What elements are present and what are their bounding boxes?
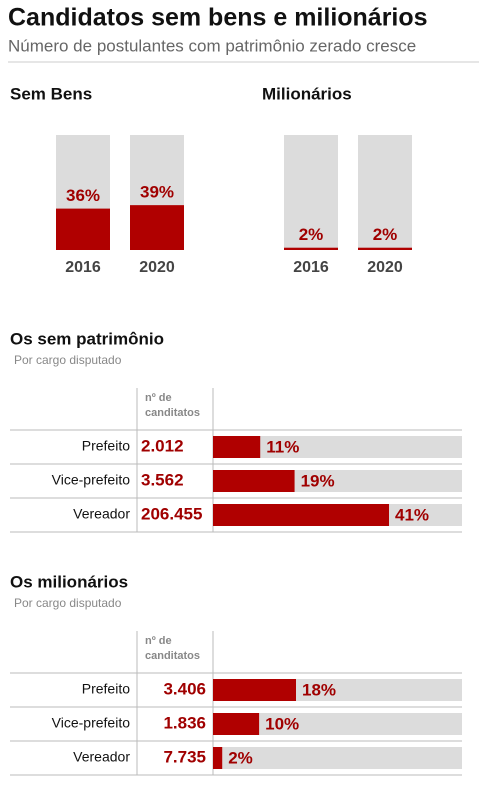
row-label: Vereador	[73, 749, 130, 765]
bar	[213, 747, 223, 769]
bar	[213, 436, 261, 458]
chart-subtitle: Por cargo disputado	[14, 353, 122, 367]
bar	[213, 504, 390, 526]
value-label: 19%	[301, 471, 335, 490]
track	[213, 436, 462, 458]
bar	[284, 247, 338, 250]
value-label: 39%	[140, 183, 174, 202]
count: 206.455	[141, 504, 202, 523]
bar	[358, 247, 412, 250]
row-label: Prefeito	[82, 681, 130, 697]
title: Candidatos sem bens e milionários	[8, 4, 428, 32]
row-label: Vice-prefeito	[52, 472, 131, 488]
value-label: 36%	[66, 186, 100, 205]
bar	[213, 713, 260, 735]
chart-title: Os sem patrimônio	[10, 329, 164, 348]
column-header: nº de	[145, 392, 172, 404]
column-header: canditatos	[145, 407, 200, 419]
value-label: 11%	[266, 437, 299, 456]
chart-title: Os milionários	[10, 572, 128, 591]
row-label: Vice-prefeito	[52, 715, 131, 731]
value-label: 41%	[395, 505, 429, 524]
value-label: 18%	[302, 680, 336, 699]
column-header: nº de	[145, 635, 172, 647]
track	[213, 747, 462, 769]
value-label: 2%	[228, 748, 253, 767]
x-tick-label: 2016	[65, 259, 101, 276]
chart-title: Milionários	[262, 84, 352, 103]
count: 2.012	[141, 436, 184, 455]
bar	[130, 205, 184, 250]
track	[213, 713, 462, 735]
bar	[213, 470, 295, 492]
value-label: 2%	[373, 225, 398, 244]
value-label: 2%	[299, 225, 324, 244]
row-label: Prefeito	[82, 438, 130, 454]
track	[358, 135, 412, 250]
bar	[213, 679, 296, 701]
track	[284, 135, 338, 250]
x-tick-label: 2020	[139, 259, 175, 276]
x-tick-label: 2020	[367, 259, 403, 276]
chart-subtitle: Por cargo disputado	[14, 596, 122, 610]
chart-title: Sem Bens	[10, 84, 92, 103]
column-header: canditatos	[145, 650, 200, 662]
bar	[56, 208, 110, 250]
count: 3.406	[163, 679, 206, 698]
count: 7.735	[163, 747, 206, 766]
subtitle: Número de postulantes com patrimônio zer…	[8, 36, 416, 55]
count: 3.562	[141, 470, 184, 489]
value-label: 10%	[265, 714, 299, 733]
count: 1.836	[163, 713, 206, 732]
x-tick-label: 2016	[293, 259, 329, 276]
row-label: Vereador	[73, 506, 130, 522]
